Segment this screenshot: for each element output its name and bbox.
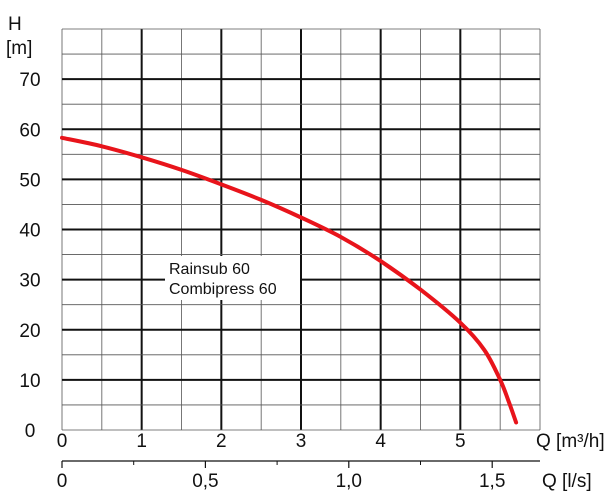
- x-tick-labels: 0 1 2 3 4 5: [57, 431, 466, 452]
- x-tick-label: 3: [296, 431, 307, 452]
- chart-grid: [61, 28, 541, 431]
- series-label-line-2: Combipress 60: [169, 281, 277, 298]
- y-tick-label: 20: [19, 321, 40, 342]
- y-tick-labels: 0 10 20 30 40 50 60 70: [19, 70, 40, 442]
- y-tick-label: 0: [25, 421, 36, 442]
- y-tick-label: 50: [19, 170, 40, 191]
- secondary-x-tick-label: 1,5: [479, 471, 505, 492]
- y-tick-label: 10: [19, 371, 40, 392]
- secondary-x-tick-label: 0: [57, 471, 68, 492]
- y-tick-label: 30: [19, 271, 40, 292]
- series-label-line-1: Rainsub 60: [169, 261, 250, 278]
- x-tick-label: 2: [216, 431, 227, 452]
- secondary-x-axis-label: Q [l/s]: [542, 471, 592, 492]
- x-tick-label: 5: [455, 431, 466, 452]
- pump-performance-curve: [60, 135, 519, 425]
- x-tick-label: 0: [57, 431, 68, 452]
- y-tick-label: 40: [19, 221, 40, 242]
- y-tick-label: 60: [19, 120, 40, 141]
- secondary-x-axis: 0 0,5 1,0 1,5: [57, 460, 540, 492]
- secondary-x-tick-label: 1,0: [336, 471, 362, 492]
- x-axis-label: Q [m³/h]: [536, 431, 605, 452]
- y-tick-label: 70: [19, 70, 40, 91]
- x-tick-label: 1: [136, 431, 147, 452]
- y-axis-label-unit: [m]: [6, 38, 32, 59]
- y-axis-label-symbol: H: [8, 14, 22, 35]
- secondary-x-tick-label: 0,5: [192, 471, 218, 492]
- x-tick-label: 4: [375, 431, 386, 452]
- series-label-box: Rainsub 60 Combipress 60: [165, 256, 300, 300]
